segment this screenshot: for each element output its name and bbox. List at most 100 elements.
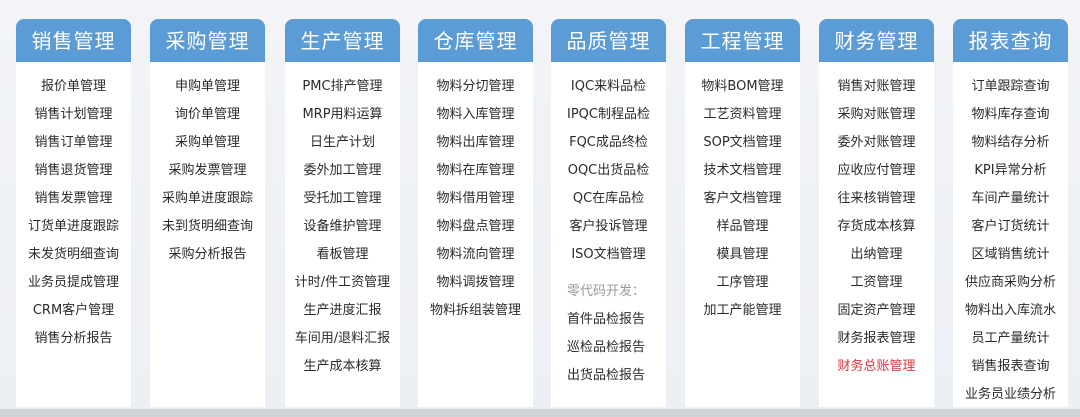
menu-item[interactable]: 采购单进度跟踪 <box>161 191 253 206</box>
menu-list: 物料BOM管理 工艺资料管理 SOP文档管理 技术文档管理 客户文档管理 样品管理模具管理… <box>685 62 800 325</box>
menu-item[interactable]: 供应商采购分析 <box>964 275 1056 290</box>
menu-item[interactable]: 财务总账管理 <box>837 359 916 374</box>
menu-item[interactable]: 区域销售统计 <box>971 247 1050 262</box>
module-column-quality: 品质管理 IQC来料品检 IPQC制程品检 FQC成品终检 OQC出货品检 QC在库品检客… <box>551 19 666 407</box>
menu-item[interactable]: 往来核销管理 <box>837 191 916 206</box>
menu-item[interactable]: FQC成品终检 <box>569 135 648 150</box>
menu-item[interactable]: 物料调拨管理 <box>436 275 515 290</box>
menu-item[interactable]: 车间用/退料汇报 <box>294 331 391 346</box>
menu-item[interactable]: PMC排产管理 <box>302 79 383 94</box>
menu-item[interactable]: 物料入库管理 <box>436 107 515 122</box>
menu-item[interactable]: 物料BOM管理 <box>701 79 784 94</box>
menu-item[interactable]: 申购单管理 <box>174 79 240 94</box>
menu-item[interactable]: 物料出库管理 <box>436 135 515 150</box>
menu-item[interactable]: 销售退货管理 <box>34 163 113 178</box>
module-column-purchase: 采购管理申购单管理询价单管理采购单管理采购发票管理 采购单进度跟踪 未到货明细查询采… <box>150 19 265 407</box>
menu-item[interactable]: 询价单管理 <box>174 107 240 122</box>
menu-item[interactable]: 订单跟踪查询 <box>971 79 1050 94</box>
menu-item[interactable]: 日生产计划 <box>309 135 375 150</box>
menu-item[interactable]: 计时/件工资管理 <box>294 275 391 290</box>
menu-item[interactable]: 生产进度汇报 <box>303 303 382 318</box>
menu-item[interactable]: 采购发票管理 <box>168 163 247 178</box>
menu-item[interactable]: 加工产能管理 <box>703 303 782 318</box>
menu-item[interactable]: ISO文档管理 <box>571 247 646 262</box>
module-header-finance[interactable]: 财务管理 <box>819 19 934 62</box>
menu-item[interactable]: 销售报表查询 <box>971 359 1050 374</box>
module-column-production: 生产管理 PMC排产管理 MRP用料运算 日生产计划委外加工管理 受托加工管理 设备维护管… <box>285 19 400 407</box>
menu-item[interactable]: 报价单管理 <box>40 79 106 94</box>
menu-item[interactable]: 员工产量统计 <box>971 331 1050 346</box>
menu-item[interactable]: 订货单进度跟踪 <box>27 219 119 234</box>
menu-item[interactable]: 设备维护管理 <box>303 219 382 234</box>
menu-item[interactable]: 客户订货统计 <box>971 219 1050 234</box>
menu-item[interactable]: 销售计划管理 <box>34 107 113 122</box>
menu-item[interactable]: 模具管理 <box>716 247 769 262</box>
menu-item[interactable]: 工序管理 <box>716 275 769 290</box>
module-column-reports: 报表查询订单跟踪查询 物料库存查询 物料结存分析 KPI异常分析 车间产量统计 客户订货统… <box>953 19 1068 407</box>
menu-item[interactable]: MRP用料运算 <box>302 107 383 122</box>
menu-item[interactable]: 物料库存查询 <box>971 107 1050 122</box>
menu-list: IQC来料品检 IPQC制程品检 FQC成品终检 OQC出货品检 QC在库品检 客户投诉管… <box>551 62 666 390</box>
menu-item[interactable]: 销售订单管理 <box>34 135 113 150</box>
menu-item[interactable]: 未到货明细查询 <box>161 219 253 234</box>
menu-item[interactable]: 工资管理 <box>850 275 903 290</box>
menu-list: 订单跟踪查询 物料库存查询 物料结存分析 KPI异常分析 车间产量统计 客户订货统计 区域销… <box>953 62 1068 409</box>
menu-item[interactable]: 首件品检报告 <box>567 312 646 327</box>
menu-item[interactable]: 出货品检报告 <box>567 368 646 383</box>
menu-item[interactable]: 出纳管理 <box>850 247 903 262</box>
menu-item[interactable]: 车间产量统计 <box>971 191 1050 206</box>
menu-item[interactable]: 看板管理 <box>316 247 369 262</box>
module-column-engineering: 工程管理物料BOM管理 工艺资料管理 SOP文档管理 技术文档管理 客户文档管理 样品管理… <box>685 19 800 407</box>
menu-item[interactable]: 技术文档管理 <box>703 163 782 178</box>
menu-item[interactable]: 委外加工管理 <box>303 163 382 178</box>
menu-item[interactable]: KPI异常分析 <box>974 163 1047 178</box>
menu-item[interactable]: 生产成本核算 <box>303 359 382 374</box>
menu-item[interactable]: 物料借用管理 <box>436 191 515 206</box>
module-header-purchase[interactable]: 采购管理 <box>150 19 265 62</box>
menu-item[interactable]: 巡检品检报告 <box>567 340 646 355</box>
menu-item[interactable]: 未发货明细查询 <box>27 247 119 262</box>
menu-item[interactable]: 应收应付管理 <box>837 163 916 178</box>
section-label: 零代码开发： <box>567 284 646 299</box>
menu-item[interactable]: 样品管理 <box>716 219 769 234</box>
module-header-engineering[interactable]: 工程管理 <box>685 19 800 62</box>
menu-item[interactable]: OQC出货品检 <box>567 163 650 178</box>
menu-item[interactable]: SOP文档管理 <box>703 135 782 150</box>
menu-item[interactable]: 物料流向管理 <box>436 247 515 262</box>
menu-item[interactable]: 物料出入库流水 <box>964 303 1056 318</box>
menu-item[interactable]: 客户投诉管理 <box>569 219 648 234</box>
menu-item[interactable]: 财务报表管理 <box>837 331 916 346</box>
menu-item[interactable]: 采购对账管理 <box>837 107 916 122</box>
menu-item[interactable]: 固定资产管理 <box>837 303 916 318</box>
menu-item[interactable]: 物料结存分析 <box>971 135 1050 150</box>
menu-item[interactable]: 采购分析报告 <box>168 247 247 262</box>
menu-item[interactable]: 物料拆组装管理 <box>429 303 521 318</box>
menu-list: 申购单管理询价单管理采购单管理采购发票管理 采购单进度跟踪 未到货明细查询 采购分析报… <box>150 62 265 269</box>
menu-item[interactable]: 采购单管理 <box>174 135 240 150</box>
menu-item[interactable]: 物料盘点管理 <box>436 219 515 234</box>
bottom-bar <box>0 409 1080 417</box>
menu-item[interactable]: 业务员提成管理 <box>27 275 119 290</box>
module-column-sales: 销售管理报价单管理销售计划管理 销售订单管理 销售退货管理 销售发票管理 订货单进度跟踪… <box>16 19 131 407</box>
menu-item[interactable]: IQC来料品检 <box>570 79 647 94</box>
module-header-sales[interactable]: 销售管理 <box>16 19 131 62</box>
menu-item[interactable]: 销售对账管理 <box>837 79 916 94</box>
module-header-warehouse[interactable]: 仓库管理 <box>418 19 533 62</box>
menu-item[interactable]: QC在库品检 <box>572 191 645 206</box>
menu-item[interactable]: CRM客户管理 <box>32 303 115 318</box>
menu-item[interactable]: 受托加工管理 <box>303 191 382 206</box>
menu-list: 销售对账管理 采购对账管理 委外对账管理 应收应付管理 往来核销管理 存货成本核算 出纳管理… <box>819 62 934 381</box>
menu-item[interactable]: 物料在库管理 <box>436 163 515 178</box>
module-header-quality[interactable]: 品质管理 <box>551 19 666 62</box>
module-header-reports[interactable]: 报表查询 <box>953 19 1068 62</box>
menu-item[interactable]: IPQC制程品检 <box>567 107 650 122</box>
menu-item[interactable]: 委外对账管理 <box>837 135 916 150</box>
module-header-production[interactable]: 生产管理 <box>285 19 400 62</box>
menu-item[interactable]: 存货成本核算 <box>837 219 916 234</box>
menu-item[interactable]: 销售发票管理 <box>34 191 113 206</box>
menu-item[interactable]: 业务员业绩分析 <box>964 387 1056 402</box>
menu-item[interactable]: 销售分析报告 <box>34 331 113 346</box>
menu-item[interactable]: 工艺资料管理 <box>703 107 782 122</box>
menu-item[interactable]: 物料分切管理 <box>436 79 515 94</box>
menu-item[interactable]: 客户文档管理 <box>703 191 782 206</box>
